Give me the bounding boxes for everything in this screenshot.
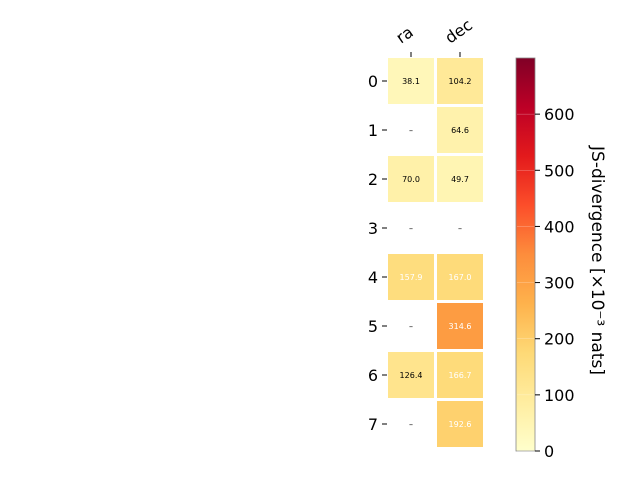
row-label-7: 7 (368, 415, 378, 434)
cell-value-label: 49.7 (451, 175, 469, 184)
heatmap-cell (388, 352, 434, 398)
heatmap-cell (437, 107, 483, 153)
heatmap-cell (437, 303, 483, 349)
cell-value-label: 70.0 (402, 175, 420, 184)
cell-value-label: 64.6 (451, 126, 469, 135)
heatmap-cell (437, 254, 483, 300)
row-label-6: 6 (368, 366, 378, 385)
row-label-0: 0 (368, 72, 378, 91)
heatmap-cells: 38.1 104.2 – 64.6 70.0 49.7 – – 157.9 167.0 – 314.6… (388, 58, 483, 447)
row-label-2: 2 (368, 170, 378, 189)
cell-value-label: 157.9 (400, 273, 423, 282)
colorbar-tick-label: 200 (544, 330, 575, 349)
colorbar-label: JS-divergence [×10⁻³ nats] (587, 145, 607, 375)
cell-value-label: 314.6 (449, 322, 472, 331)
cell-missing-label: – (409, 322, 413, 331)
cell-value-label: 166.7 (449, 371, 472, 380)
colorbar: 0 100 200 300 400 500 600 (515, 57, 575, 461)
row-label-3: 3 (368, 219, 378, 238)
row-labels: 0 1 2 3 4 5 6 7 (368, 72, 387, 434)
cell-missing-label: – (409, 224, 413, 233)
cell-missing-label: – (409, 420, 413, 429)
heatmap-cell (388, 254, 434, 300)
colorbar-gradient (515, 57, 536, 452)
colorbar-tick-label: 300 (544, 274, 575, 293)
cell-missing-label: – (409, 126, 413, 135)
colorbar-tick-label: 0 (544, 442, 554, 461)
cell-missing-label: – (458, 224, 462, 233)
column-label-ra: ra (392, 22, 416, 47)
row-label-5: 5 (368, 317, 378, 336)
colorbar-tick-label: 400 (544, 217, 575, 236)
heatmap-cell (437, 58, 483, 104)
row-label-1: 1 (368, 121, 378, 140)
colorbar-tick-label: 500 (544, 161, 575, 180)
cell-value-label: 167.0 (449, 273, 472, 282)
heatmap-cell (437, 401, 483, 447)
heatmap-cell (388, 156, 434, 202)
column-labels: ra dec (392, 15, 476, 57)
colorbar-tick-label: 600 (544, 105, 575, 124)
cell-value-label: 126.4 (400, 371, 423, 380)
heatmap-cell (388, 58, 434, 104)
heatmap-cell (437, 352, 483, 398)
cell-value-label: 38.1 (402, 77, 420, 86)
cell-value-label: 104.2 (449, 77, 472, 86)
cell-value-label: 192.6 (449, 420, 472, 429)
column-label-dec: dec (441, 15, 475, 47)
heatmap-cell (437, 156, 483, 202)
row-label-4: 4 (368, 268, 378, 287)
colorbar-tick-label: 100 (544, 386, 575, 405)
